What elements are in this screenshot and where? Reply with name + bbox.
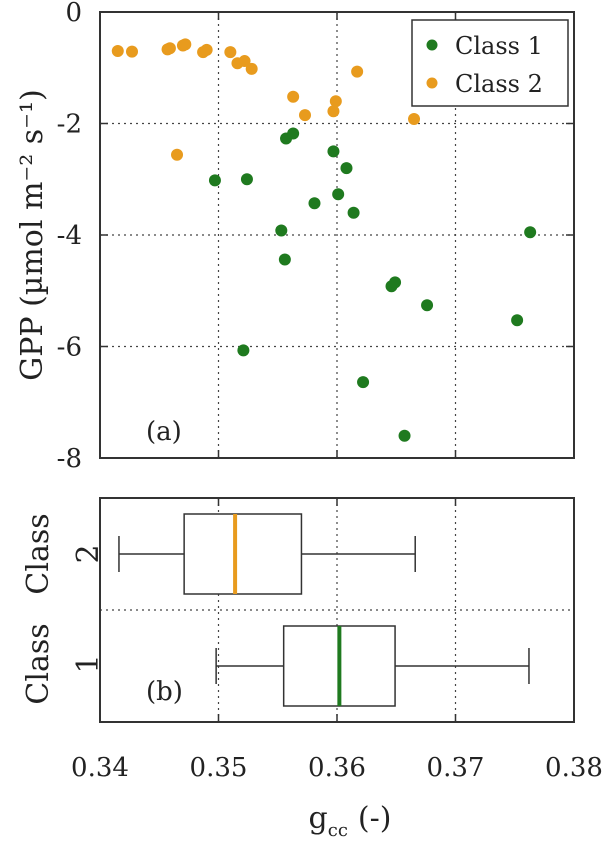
x-tick-label-1: 0.35 bbox=[190, 753, 248, 783]
point-class-1-0 bbox=[208, 174, 221, 187]
point-class-1-10 bbox=[340, 162, 353, 175]
legend: Class 1 Class 2 bbox=[411, 19, 569, 107]
y-tick-label-0: -8 bbox=[57, 444, 82, 474]
point-class-1-2 bbox=[237, 344, 250, 357]
x-axis-label-main: g bbox=[309, 801, 328, 836]
point-class-1-1 bbox=[240, 173, 253, 186]
x-tick-labels: 0.34 0.35 0.36 0.37 0.38 bbox=[71, 753, 603, 783]
panel-a-label: (a) bbox=[146, 417, 182, 447]
point-class-1-14 bbox=[389, 276, 402, 289]
point-class-2-16 bbox=[329, 95, 342, 108]
panel-b: (b) Class 2 Class 1 0.34 0.35 0.36 0.37 0.38… bbox=[21, 497, 603, 841]
x-tick-label-2: 0.36 bbox=[308, 753, 366, 783]
legend-box bbox=[411, 19, 569, 107]
x-axis-label-units: (-) bbox=[358, 801, 392, 836]
point-class-2-5 bbox=[179, 38, 192, 51]
point-class-1-15 bbox=[398, 429, 411, 442]
box-class-2-iqr bbox=[183, 513, 303, 595]
panel-a: -8 -6 -4 -2 0 (a) Class 1 Class 2 GPP (µmol … bbox=[15, 0, 575, 474]
point-class-1-16 bbox=[421, 299, 434, 312]
y-tick-label-2: -4 bbox=[57, 221, 82, 251]
panel-a-y-tick-labels: -8 -6 -4 -2 0 bbox=[57, 0, 82, 474]
point-class-2-12 bbox=[171, 148, 184, 161]
category-label-class-2-number: 2 bbox=[71, 544, 106, 563]
point-class-1-17 bbox=[511, 314, 524, 327]
category-label-class-1-number: 1 bbox=[71, 654, 106, 673]
y-tick-label-1: -6 bbox=[57, 333, 82, 363]
point-class-2-0 bbox=[111, 45, 124, 58]
point-class-1-7 bbox=[308, 197, 321, 210]
category-label-class-2-word: Class bbox=[21, 513, 56, 594]
point-class-2-1 bbox=[125, 45, 138, 58]
panel-a-points bbox=[111, 38, 537, 442]
point-class-2-15 bbox=[327, 105, 340, 118]
y-axis-label: GPP (µmol m⁻² s⁻¹) bbox=[15, 89, 50, 381]
x-tick-label-4: 0.38 bbox=[545, 753, 603, 783]
point-class-1-18 bbox=[524, 226, 537, 239]
legend-label-class-2: Class 2 bbox=[455, 70, 543, 98]
x-tick-label-3: 0.37 bbox=[427, 753, 485, 783]
point-class-1-3 bbox=[275, 224, 288, 237]
panel-a-frame bbox=[99, 11, 575, 459]
point-class-1-9 bbox=[332, 188, 345, 201]
x-tick-label-0: 0.34 bbox=[71, 753, 129, 783]
point-class-1-5 bbox=[287, 127, 300, 140]
point-class-2-18 bbox=[408, 113, 421, 126]
point-class-2-11 bbox=[245, 62, 258, 75]
point-class-1-6 bbox=[278, 253, 291, 266]
point-class-2-3 bbox=[163, 42, 176, 55]
panel-a-grid bbox=[99, 11, 575, 459]
y-tick-label-4: 0 bbox=[65, 0, 82, 28]
point-class-2-10 bbox=[238, 55, 251, 68]
legend-label-class-1: Class 1 bbox=[455, 32, 543, 60]
point-class-2-13 bbox=[287, 90, 300, 103]
legend-marker-class-1 bbox=[426, 39, 438, 51]
x-axis-label: gcc (-) bbox=[309, 801, 392, 841]
point-class-1-12 bbox=[357, 376, 370, 389]
panel-b-label: (b) bbox=[146, 677, 183, 707]
point-class-2-17 bbox=[351, 65, 364, 78]
point-class-2-7 bbox=[200, 43, 213, 56]
panel-b-frame bbox=[99, 497, 575, 723]
point-class-2-8 bbox=[224, 46, 237, 59]
point-class-1-11 bbox=[347, 206, 360, 219]
category-label-class-1-word: Class bbox=[21, 623, 56, 704]
point-class-2-14 bbox=[299, 109, 312, 122]
panel-b-boxes bbox=[118, 513, 530, 707]
legend-marker-class-2 bbox=[426, 77, 438, 89]
y-tick-label-3: -2 bbox=[57, 110, 82, 140]
x-axis-label-subscript: cc bbox=[328, 820, 348, 841]
point-class-1-8 bbox=[327, 145, 340, 158]
